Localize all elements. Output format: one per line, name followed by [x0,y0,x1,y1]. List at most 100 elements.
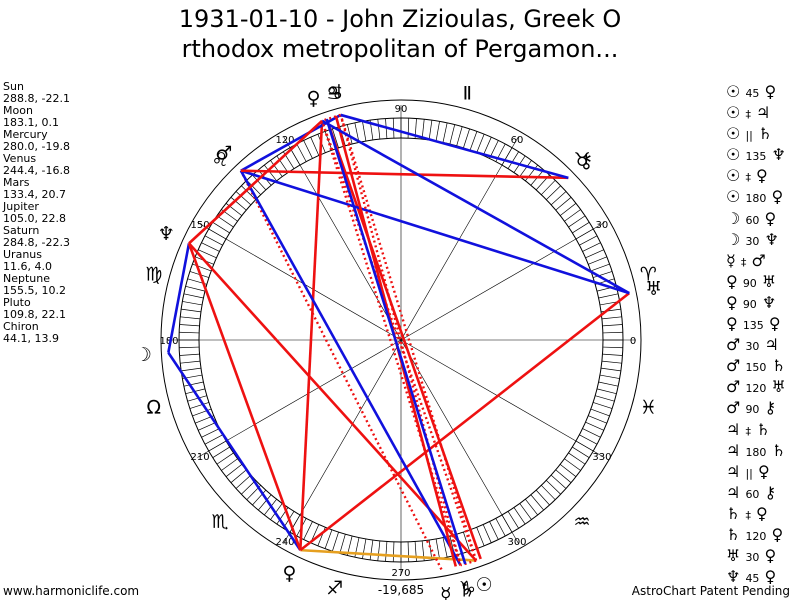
aspect-angle: 45 [745,572,760,586]
footer-website[interactable]: www.harmoniclife.com [3,584,140,598]
degree-label-150: 150 [191,220,210,231]
degree-tick [469,131,478,151]
degree-tick [463,128,470,148]
planet-coords-moon: 183.1, 0.1 [3,116,59,129]
aspect-row: ☽ 60 ♀ [726,208,800,229]
planet-coords-mars: 133.4, 20.7 [3,188,66,201]
degree-tick [555,197,572,211]
degree-label-270: 270 [391,568,410,579]
aspect-line-5 [325,118,482,560]
aspect-planet-2: ♀ [756,503,768,523]
degree-tick [572,446,590,458]
aspect-planet-2: ♀ [764,567,777,587]
aspect-line-11 [299,120,324,551]
planet-glyph-uranus: ♅ [645,278,662,300]
degree-tick [235,191,252,206]
aries-glyph: ♈ [640,264,657,286]
aspect-angle: 120 [745,382,767,396]
degree-tick [201,428,220,438]
aspect-row: ☿ ‡ ♂ [726,250,800,271]
degree-tick [246,180,261,195]
capricorn-glyph: ♑ [459,577,476,599]
degree-tick [435,538,440,559]
degree-tick [601,360,622,364]
wheel-spokes [166,105,636,575]
degree-tick [602,331,623,334]
aspect-line-14 [240,169,630,295]
degree-tick [179,331,200,334]
aspect-planet-2: ♀ [756,166,768,186]
degree-label-210: 210 [191,452,210,463]
degree-tick [476,134,485,153]
aspect-planet-2: ♀ [764,82,777,101]
degree-tick [392,118,395,139]
aspect-angle: || [745,466,753,480]
degree-tick [339,534,346,554]
aspect-line-18 [321,113,342,122]
degree-tick [204,434,223,445]
planet-glyph-jupiter: ♃ [326,81,343,103]
planet-glyph-moon: ☽ [135,344,152,366]
aspect-line-21 [325,118,467,565]
aspect-line-0 [300,548,477,562]
planet-coords-venus: 244.4, -16.8 [3,164,70,177]
aspect-row: ♅ 30 ♀ [726,545,800,566]
aspect-planet-1: ♂ [726,398,741,418]
aspect-row: ♃ 60 ⚷ [726,482,800,503]
aspect-planet-2: ⚷ [764,398,777,418]
aspect-planet-1: ♀ [726,314,738,334]
degree-tick [572,222,590,234]
aspect-angle: 60 [745,487,760,501]
planet-glyph-mercury: ☿ [440,584,452,600]
degree-tick [180,316,201,320]
gemini-glyph: Ⅱ [463,83,472,105]
aspect-line-3 [188,242,478,562]
degree-tick [428,120,433,141]
aspect-angle: 90 [742,297,757,311]
aspect-angle: 135 [745,150,767,164]
aspect-angle: ‡ [745,424,751,438]
aspect-list: ☉ 45 ♀ ☉ ‡ ♃ ☉ || ♄ ☉ 135 ♆ ☉ ‡ ♀ ☉ 180 ♀ ☽ 60… [726,81,800,587]
degree-tick [449,124,456,145]
planet-position-list: Sun 288.8, -22.1 Moon 183.1, 0.1 Mercury… [3,81,70,345]
degree-tick [582,428,601,438]
aspect-line-13 [239,170,462,566]
aspect-line-7 [167,243,191,353]
aspect-planet-2: ♆ [771,145,786,165]
planet-coords-pluto: 109.8, 22.1 [3,308,66,321]
degree-tick [296,143,307,162]
degree-tick [564,458,581,471]
aspect-planet-2: ♄ [771,356,786,376]
aspect-angle: || [745,129,753,143]
aspect-row: ♃ || ♀ [726,461,800,482]
degree-tick [179,346,200,349]
degree-tick [204,235,223,246]
degree-tick [595,395,615,402]
aspect-row: ☉ 45 ♀ [726,81,800,102]
degree-tick [212,446,230,458]
planet-glyph-sun: ☉ [476,574,493,596]
degree-tick [519,503,532,520]
virgo-glyph: ♍ [145,264,162,286]
degree-tick [579,434,598,445]
degree-tick [369,539,374,560]
planet-name-saturn: Saturn [3,224,40,237]
degree-label-330: 330 [592,452,611,463]
aspect-planet-2: ♀ [757,461,770,481]
aspect-planet-2: ♀ [771,524,784,544]
degree-label-240: 240 [275,537,294,548]
aspect-row: ♂ 120 ♅ [726,376,800,397]
aspect-planet-1: ♃ [726,482,741,502]
degree-tick [602,346,623,349]
aspect-planet-1: ☽ [726,229,741,249]
degree-tick [435,121,440,142]
degree-tick [225,464,243,477]
aspect-angle: ‡ [745,108,751,122]
degree-tick [332,128,339,148]
degree-tick [593,402,613,409]
taurus-glyph: ♉ [573,149,590,171]
aspect-row: ☽ 30 ♆ [726,229,800,250]
degree-tick [456,126,463,146]
degree-tick [585,249,604,259]
degree-tick [221,458,238,471]
